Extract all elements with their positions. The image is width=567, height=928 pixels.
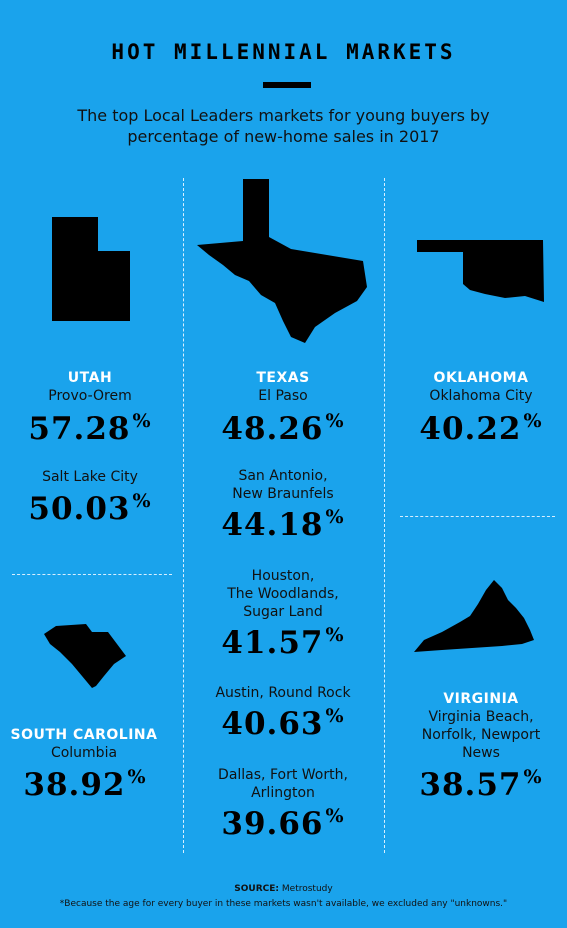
market-houston: Houston, The Woodlands, Sugar Land [227,568,339,620]
percent-salt-lake-city: 50.03% [28,490,152,527]
percent-austin: 40.63% [221,705,345,742]
row-divider-left [12,574,172,575]
column-divider-left [183,178,184,853]
percent-oklahoma-city: 40.22% [419,410,543,447]
market-austin: Austin, Round Rock [215,685,351,701]
footnote: *Because the age for every buyer in thes… [59,899,508,909]
market-provo-orem: Provo-Orem [48,388,132,404]
percent-san-antonio: 44.18% [221,506,345,543]
market-el-paso: El Paso [258,388,308,404]
market-virginia-beach: Virginia Beach, Norfolk, Newport News [421,709,541,761]
state-name-texas: TEXAS [256,370,310,386]
market-columbia: Columbia [50,745,118,761]
percent-houston: 41.57% [221,624,345,661]
state-name-oklahoma: OKLAHOMA [433,370,529,386]
page-subtitle: The top Local Leaders markets for young … [77,106,490,146]
virginia-map-icon [414,580,534,652]
state-name-utah: UTAH [67,370,113,386]
market-oklahoma-city: Oklahoma City [429,388,533,404]
market-salt-lake-city: Salt Lake City [42,469,138,485]
column-divider-right [384,178,385,853]
percent-virginia-beach: 38.57% [419,766,543,803]
title-underline [263,82,311,88]
page-title: HOT MILLENNIAL MARKETS [111,40,456,64]
texas-map-icon [197,179,367,343]
state-name-south-carolina: SOUTH CAROLINA [10,727,158,743]
state-name-virginia: VIRGINIA [443,691,519,707]
row-divider-right [400,516,555,517]
south-carolina-map-icon [44,624,126,688]
oklahoma-map-icon [417,240,544,302]
percent-provo-orem: 57.28% [28,410,152,447]
utah-map-icon [52,217,130,321]
percent-dallas: 39.66% [221,805,345,842]
percent-columbia: 38.92% [23,766,147,803]
source-credit: SOURCE: Metrostudy [234,884,333,894]
market-dallas: Dallas, Fort Worth, Arlington [218,767,348,801]
percent-el-paso: 48.26% [221,410,345,447]
market-san-antonio: San Antonio, New Braunfels [232,468,334,502]
